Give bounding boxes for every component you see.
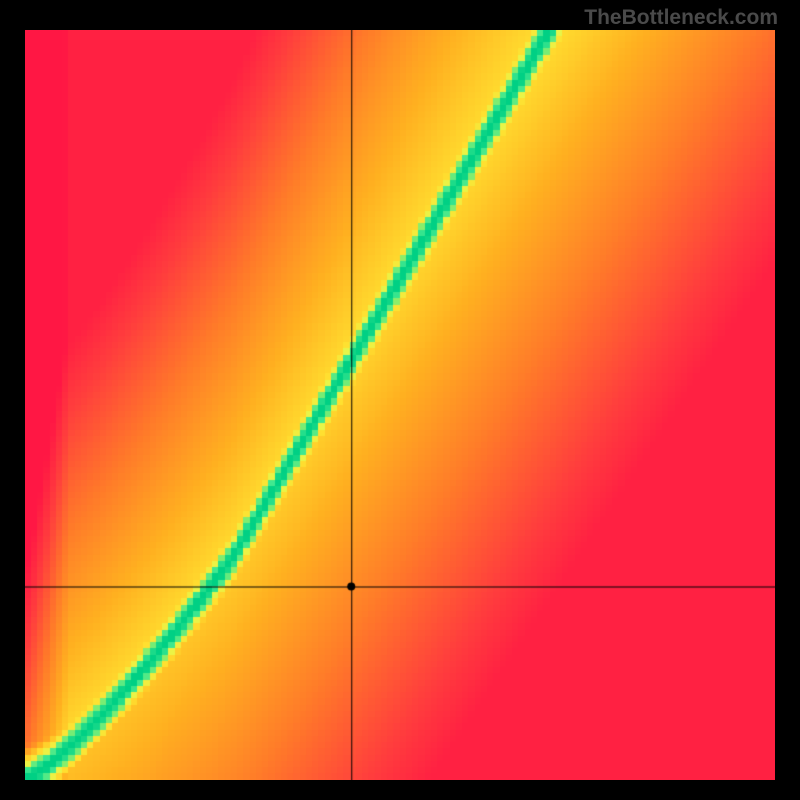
bottleneck-heatmap xyxy=(25,30,775,780)
watermark-text: TheBottleneck.com xyxy=(584,6,778,30)
